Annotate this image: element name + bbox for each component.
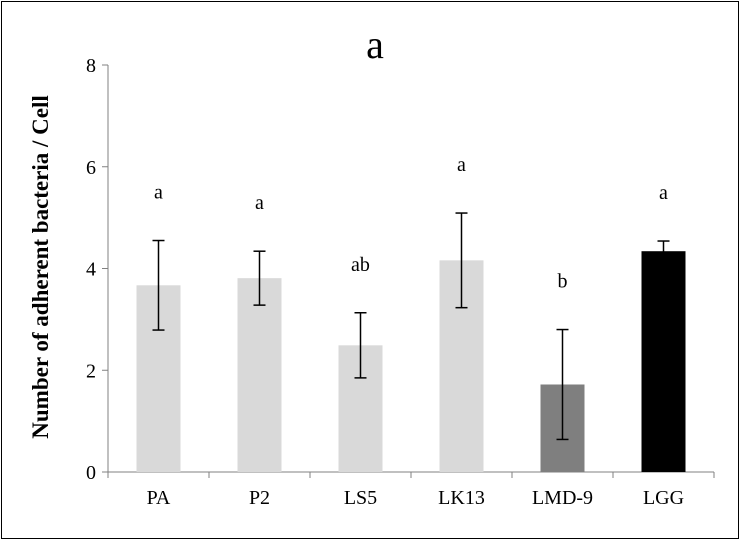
y-tick-label: 4 [86, 259, 96, 281]
significance-letter: a [255, 192, 264, 214]
significance-letter: ab [351, 254, 370, 276]
bar-lgg [641, 251, 686, 472]
x-tick-label: LS5 [344, 487, 377, 509]
y-axis-label: Number of adherent bacteria / Cell [28, 95, 53, 438]
chart-title: a [366, 22, 384, 67]
y-tick-label: 8 [86, 55, 96, 77]
y-tick-label: 2 [86, 360, 96, 382]
x-tick-label: LMD-9 [532, 487, 593, 509]
significance-letter: a [659, 182, 668, 204]
plot-area: 0 2 4 6 8 a PA a P2 ab LS5 a LK13 b LMD-9 a LGG [86, 55, 715, 509]
x-tick-label: LGG [643, 487, 684, 509]
x-tick-label: PA [147, 487, 171, 509]
bar-p2 [237, 278, 282, 472]
significance-letter: b [558, 271, 568, 293]
x-tick-label: LK13 [438, 487, 485, 509]
significance-letter: a [457, 154, 466, 176]
y-tick-label: 6 [86, 157, 96, 179]
x-tick-label: P2 [249, 487, 270, 509]
y-tick-label: 0 [86, 462, 96, 484]
significance-letter: a [154, 182, 163, 204]
